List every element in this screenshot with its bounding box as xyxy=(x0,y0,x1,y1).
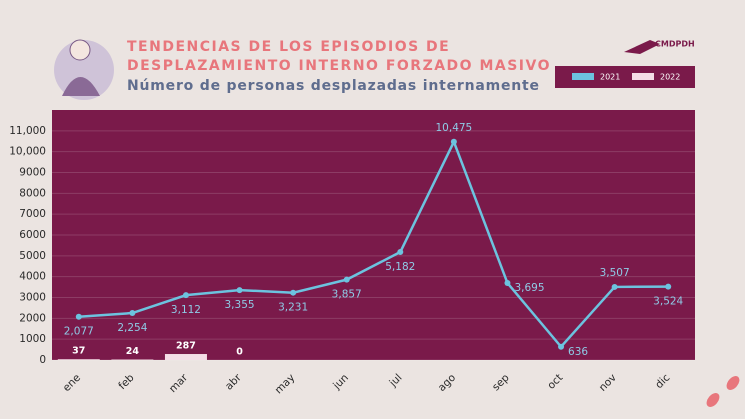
point xyxy=(397,249,404,256)
x-tick-label: mar xyxy=(167,371,191,395)
point xyxy=(558,343,565,350)
value-label: 5,182 xyxy=(385,261,415,273)
y-tick-label: 1000 xyxy=(19,333,46,345)
x-tick-label: jul xyxy=(387,372,405,390)
point xyxy=(504,280,511,287)
y-tick-label: 6000 xyxy=(19,229,46,241)
line xyxy=(78,138,669,349)
title-line: TENDENCIAS DE LOS EPISODIOS DE xyxy=(127,39,450,55)
bar-label: 287 xyxy=(176,341,196,352)
logo: CMDPDH xyxy=(655,40,695,49)
legend-box xyxy=(555,66,695,88)
y-tick-label: 8000 xyxy=(19,187,46,199)
point xyxy=(182,292,189,299)
x-tick-label: oct xyxy=(545,372,565,392)
x-tick-label: may xyxy=(273,372,298,397)
value-label: 3,524 xyxy=(653,296,683,308)
y-tick-label: 4000 xyxy=(19,271,46,283)
x-tick-label: ene xyxy=(61,372,83,394)
bar xyxy=(164,354,207,360)
point xyxy=(450,138,457,145)
point xyxy=(75,313,82,320)
x-tick-label: jun xyxy=(330,372,351,393)
point xyxy=(236,287,243,294)
legend-swatch xyxy=(632,73,654,80)
x-tick-label: feb xyxy=(116,372,137,393)
value-label: 2,254 xyxy=(117,322,147,334)
x-tick-label: sep xyxy=(490,372,512,394)
legend-label: 2022 xyxy=(660,73,680,82)
value-label: 3,355 xyxy=(225,299,255,311)
y-tick-label: 0 xyxy=(39,354,46,366)
x-tick-label: ago xyxy=(436,372,458,394)
logo-icon xyxy=(624,40,660,54)
value-label: 10,475 xyxy=(436,122,473,134)
y-tick-label: 3000 xyxy=(19,292,46,304)
bar-label: 24 xyxy=(126,346,140,357)
legend-label: 2021 xyxy=(600,73,620,82)
value-label: 636 xyxy=(568,346,588,358)
value-label: 3,231 xyxy=(278,302,308,314)
value-label: 3,857 xyxy=(332,289,362,301)
illustration xyxy=(54,39,114,100)
title-line: DESPLAZAMIENTO INTERNO FORZADO MASIVO xyxy=(127,58,551,74)
point xyxy=(129,310,136,317)
point xyxy=(665,283,672,290)
value-label: 3,695 xyxy=(514,282,544,294)
y-tick-label: 2000 xyxy=(19,312,46,324)
x-tick-label: dic xyxy=(653,372,673,392)
x-tick-label: nov xyxy=(597,372,619,394)
bar xyxy=(57,359,100,360)
x-tick-label: abr xyxy=(223,371,244,392)
point xyxy=(343,276,350,283)
subtitle: Número de personas desplazadas intername… xyxy=(127,78,540,94)
y-tick-label: 9000 xyxy=(19,167,46,179)
bar-label: 0 xyxy=(236,347,243,358)
value-label: 2,077 xyxy=(64,326,94,338)
y-tick-label: 5000 xyxy=(19,250,46,262)
point xyxy=(290,289,297,296)
bar xyxy=(111,359,154,360)
value-label: 3,112 xyxy=(171,304,201,316)
bar-label: 37 xyxy=(72,346,85,357)
y-tick-label: 7000 xyxy=(19,208,46,220)
value-label: 3,507 xyxy=(600,267,630,279)
y-tick-label: 10,000 xyxy=(9,146,46,158)
footsteps xyxy=(706,376,740,407)
point xyxy=(611,283,618,290)
legend-swatch xyxy=(572,73,594,80)
y-tick-label: 11,000 xyxy=(9,125,46,137)
